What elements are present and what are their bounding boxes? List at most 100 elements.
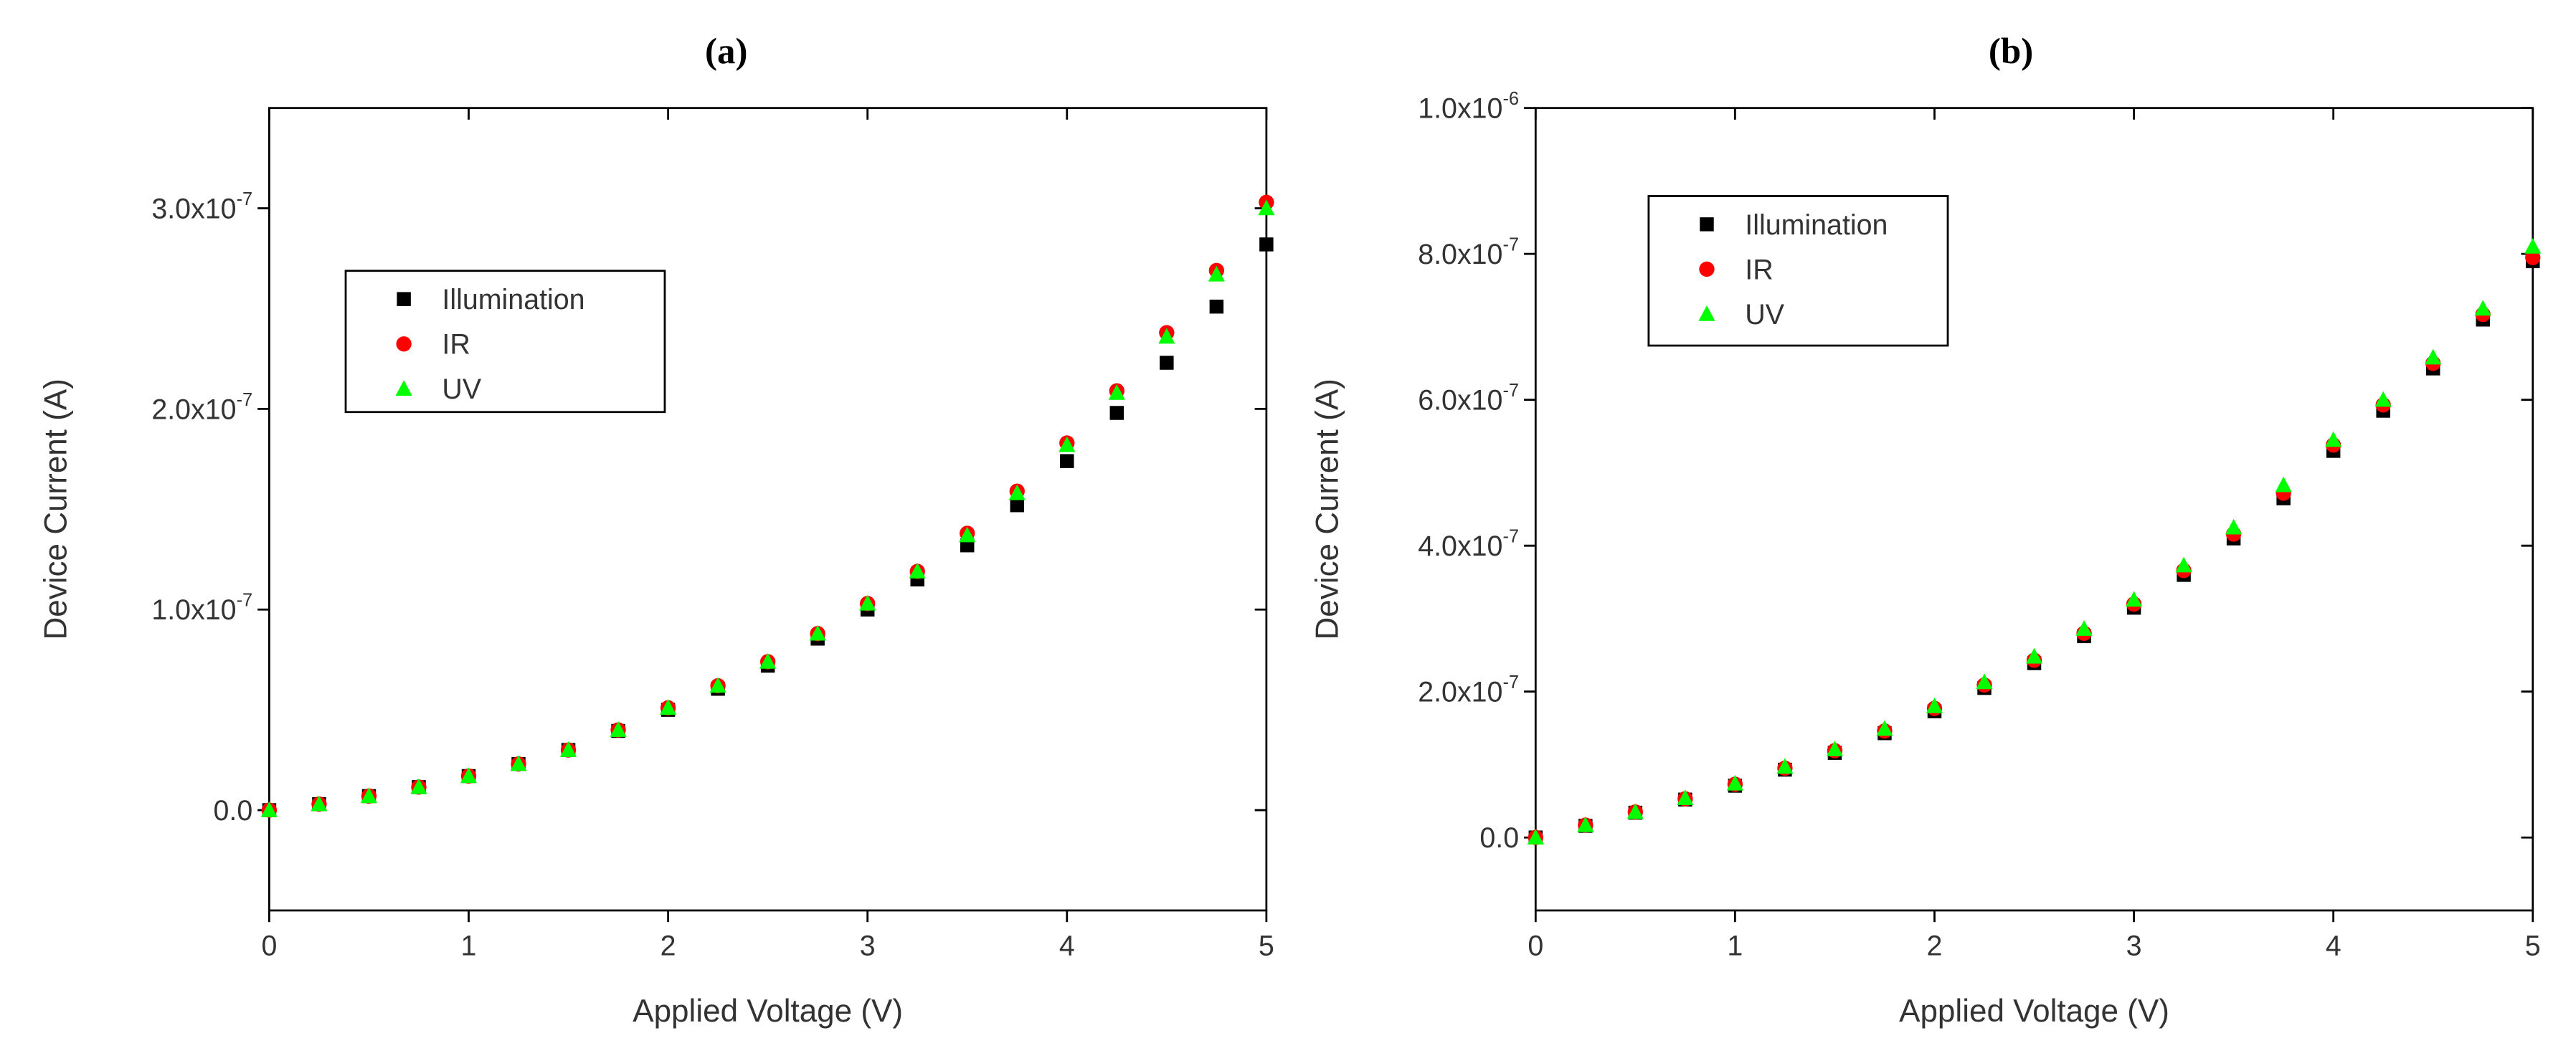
data-point (2275, 476, 2292, 493)
x-tick-label: 2 (660, 931, 676, 962)
data-point (2025, 647, 2043, 664)
data-point (410, 778, 427, 794)
data-point (1776, 758, 1794, 774)
data-point (559, 741, 577, 757)
data-point (2075, 620, 2093, 636)
data-point (1259, 237, 1274, 252)
y-tick-label: 0.0 (213, 795, 252, 827)
legend-label: IR (1745, 254, 1773, 285)
y-tick-mantissa: 0.0 (1479, 822, 1519, 854)
data-point (2374, 391, 2392, 407)
y-tick-exponent: -7 (237, 390, 253, 410)
data-point (1677, 789, 1694, 805)
legend-marker (396, 336, 412, 352)
y-axis-label: Device Current (A) (39, 379, 74, 639)
data-point (2325, 431, 2342, 447)
data-point (311, 795, 328, 812)
data-point (1826, 741, 1844, 756)
data-point (1108, 384, 1125, 400)
data-point (1726, 774, 1743, 791)
data-point (1010, 498, 1024, 513)
y-tick-mantissa: 8.0x10 (1418, 239, 1502, 270)
legend-marker (1699, 261, 1715, 277)
data-point (1626, 803, 1644, 819)
data-point (809, 624, 826, 641)
y-tick-exponent: -7 (237, 189, 253, 209)
y-tick-label: 3.0x10-7 (151, 189, 252, 225)
y-tick-label: 0.0 (1479, 822, 1519, 854)
data-point (1158, 328, 1175, 344)
legend-label: IR (442, 329, 470, 361)
y-tick-label: 8.0x10-7 (1418, 235, 1519, 271)
legend-marker (397, 292, 411, 306)
data-point (859, 594, 876, 611)
y-axis-label: Device Current (A) (1310, 379, 1345, 639)
y-tick-exponent: -6 (1502, 89, 1519, 109)
data-point (1209, 299, 1224, 314)
y-tick-label: 4.0x10-7 (1418, 527, 1519, 563)
y-tick-label: 2.0x10-7 (1418, 672, 1519, 708)
data-point (460, 767, 478, 784)
data-point (2225, 518, 2243, 535)
y-tick-exponent: -7 (237, 591, 253, 611)
data-point (1208, 265, 1225, 282)
x-tick-label: 3 (860, 931, 876, 962)
data-point (2474, 300, 2491, 316)
y-tick-mantissa: 2.0x10 (1418, 677, 1502, 708)
y-tick-mantissa: 1.0x10 (1418, 93, 1502, 125)
data-point (1109, 406, 1124, 420)
data-point (260, 801, 278, 817)
chart-title: (a) (705, 32, 747, 72)
x-tick-label: 4 (1059, 931, 1075, 962)
data-point (1258, 199, 1275, 216)
y-tick-label: 1.0x10-7 (151, 591, 252, 627)
x-axis-label: Applied Voltage (V) (633, 994, 903, 1029)
x-tick-label: 3 (2126, 931, 2142, 962)
data-point (1160, 356, 1174, 370)
data-point (1060, 454, 1074, 468)
data-point (1976, 673, 1993, 690)
x-axis-label: Applied Voltage (V) (1899, 994, 2169, 1029)
y-tick-exponent: -7 (1502, 527, 1519, 547)
data-point (610, 721, 627, 737)
y-tick-mantissa: 4.0x10 (1418, 531, 1502, 562)
data-point (2125, 591, 2143, 607)
legend-label: Illumination (442, 284, 584, 315)
y-tick-mantissa: 3.0x10 (151, 193, 236, 224)
y-tick-label: 2.0x10-7 (151, 390, 252, 426)
x-tick-label: 5 (2525, 931, 2541, 962)
data-point (2175, 556, 2192, 573)
chart-title: (b) (1989, 32, 2033, 72)
y-tick-mantissa: 1.0x10 (151, 594, 236, 626)
x-tick-label: 4 (2326, 931, 2341, 962)
x-tick-label: 0 (261, 931, 277, 962)
plot-frame (1534, 107, 2534, 912)
y-tick-exponent: -7 (1502, 381, 1519, 401)
y-tick-label: 6.0x10-7 (1418, 381, 1519, 417)
data-point (1008, 484, 1026, 500)
data-point (360, 787, 378, 804)
y-tick-label: 1.0x10-6 (1418, 89, 1519, 125)
x-tick-label: 1 (1727, 931, 1743, 962)
data-point (1876, 720, 1893, 736)
legend-label: UV (442, 374, 481, 405)
x-tick-label: 0 (1528, 931, 1543, 962)
data-point (759, 652, 777, 669)
x-tick-label: 2 (1927, 931, 1943, 962)
x-tick-label: 1 (461, 931, 477, 962)
data-point (2425, 348, 2442, 365)
data-point (709, 677, 726, 693)
legend-label: Illumination (1745, 209, 1888, 241)
data-point (660, 699, 677, 715)
data-point (1577, 816, 1594, 832)
y-tick-exponent: -7 (1502, 672, 1519, 693)
x-tick-label: 5 (1259, 931, 1274, 962)
data-point (510, 755, 527, 771)
legend-marker (1700, 217, 1714, 232)
y-tick-mantissa: 0.0 (213, 795, 252, 827)
data-point (1926, 698, 1943, 713)
legend-label: UV (1745, 299, 1784, 330)
data-point (2524, 237, 2542, 254)
